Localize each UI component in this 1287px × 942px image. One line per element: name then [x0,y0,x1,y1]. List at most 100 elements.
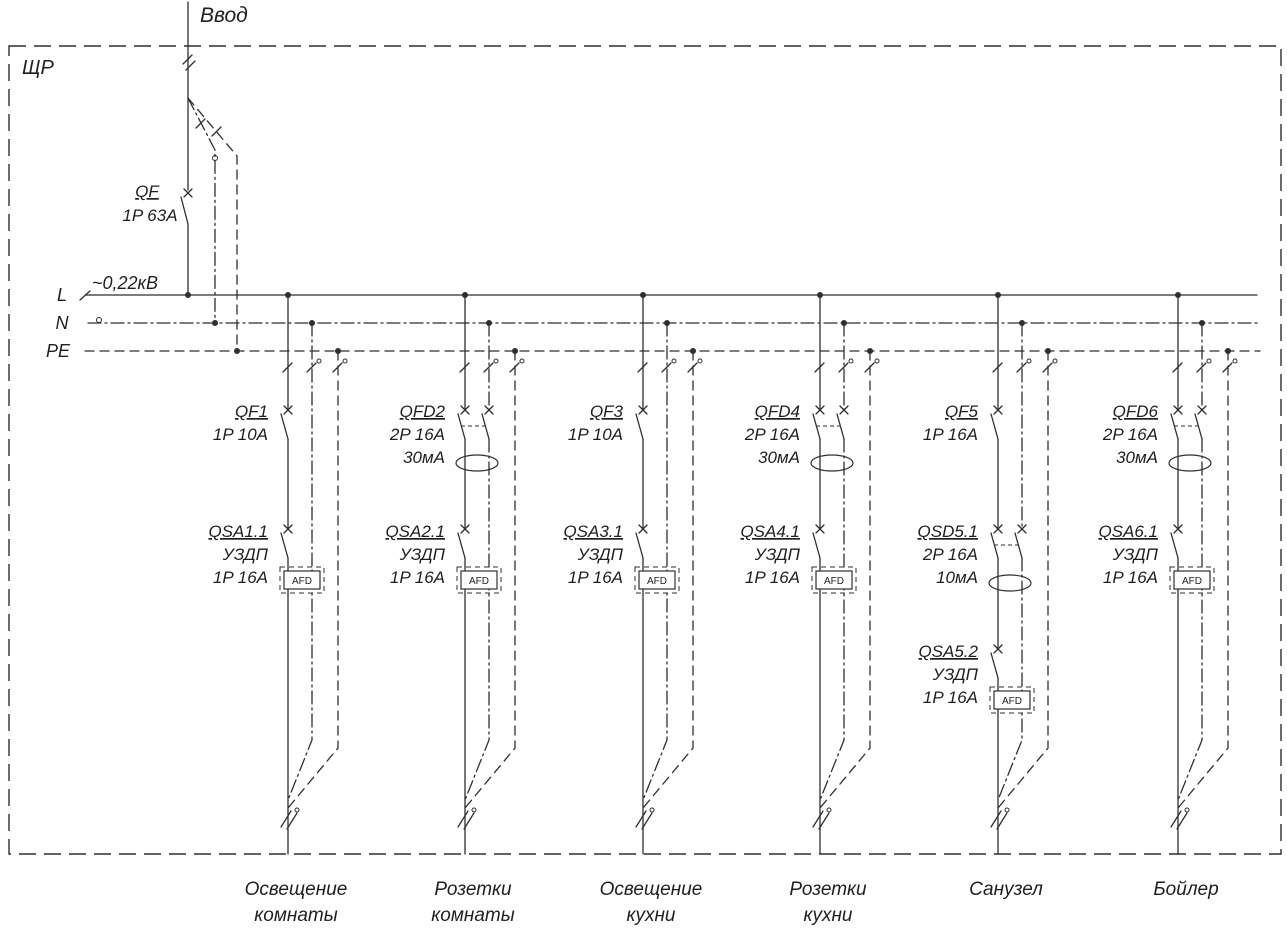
drop-slash-marks [282,362,343,373]
breaker-contact-cross-l [460,405,470,415]
afdd-dashed-frame [989,686,1035,714]
feed-slash-marks [182,54,196,71]
load-label-line2: кухни [804,905,853,926]
afdd-name: QSA4.1 [740,522,800,541]
afd-box-label: AFD [647,576,667,587]
qf-blade [180,196,189,225]
drop-slash-marks [992,362,1053,373]
afdd-rating: 1P 16A [1103,568,1158,587]
circuit-5: AFD QF5 1P 16A QSD5.1 2P 16A 10мА QSA5.2… [918,292,1058,900]
afdd-dashed-frame [811,566,857,594]
bus-label-l: L [57,285,67,305]
load-label-line1: Бойлер [1153,879,1218,900]
n-drop-lower [997,557,1023,801]
drop-slash-marks [1172,362,1233,373]
breaker-contact-cross-l [1173,405,1183,415]
branch-slash-marks [195,118,222,137]
afdd-contact-cross [1173,524,1183,534]
n-drop-lower [1177,438,1203,801]
drop-slash-marks [814,362,875,373]
afd-module-box [283,570,321,590]
pe-drop [1177,350,1229,809]
n-circle-mark [493,358,499,364]
circuit-2: AFD QFD2 2P 16A 30мА QSA2.1 УЗДП 1P 16A … [385,292,525,926]
breaker-name: QF5 [945,402,979,421]
rcd-torus [988,574,1032,592]
n-drop-lower [464,438,490,801]
breaker-name: QFD4 [755,402,800,421]
pe-circle-mark [874,358,880,364]
afd-box-label: AFD [469,576,489,587]
rcd-leakage: 10мА [936,568,978,587]
cable-circle-mark [1004,807,1010,813]
afdd-contact-cross [638,524,648,534]
afdd-name: QSA1.1 [208,522,268,541]
pe-circle-mark [1232,358,1238,364]
breaker-leakage: 30мА [758,448,800,467]
pe-circle-mark [342,358,348,364]
afdd-name: QSA3.1 [563,522,623,541]
cable-slash-marks [1170,810,1188,830]
load-label-line1: Освещение [245,879,348,900]
main-breaker-name: QF [135,182,160,201]
cable-slash-marks [812,810,830,830]
pe-drop [997,350,1049,809]
bus-label-n: N [56,313,70,333]
afdd-blade [635,532,644,559]
cable-slash-marks [457,810,475,830]
breaker-name: QF1 [235,402,268,421]
afdd-blade [812,532,821,559]
breaker-contact-cross-l [815,405,825,415]
breaker-rating: 2P 16A [1102,425,1158,444]
cable-circle-mark [649,807,655,813]
rcd-torus [810,454,854,472]
pe-circle-mark [1052,358,1058,364]
load-label-line2: комнаты [431,905,514,926]
n-circle-mark [1026,358,1032,364]
pe-drop [464,350,516,809]
afdd-type: УЗДП [577,545,624,564]
afd-module-box [460,570,498,590]
afdd-dashed-frame [279,566,325,594]
afd-module-box [993,690,1031,710]
breaker-blade-n [1194,413,1203,440]
load-label-line1: Санузел [969,879,1043,900]
main-breaker-rating: 1P 63A [122,206,177,225]
breaker-contact-cross [638,405,648,415]
feed-n-junction [212,320,218,326]
n-drop [642,322,668,801]
n-drop [287,322,313,801]
breaker-leakage: 30мА [1116,448,1158,467]
afdd-dashed-frame [1169,566,1215,594]
afdd-type: УЗДП [222,545,269,564]
breaker-rating: 2P 16A [744,425,800,444]
rcd-contact-cross-n [1017,524,1027,534]
pe-circle-mark [519,358,525,364]
afdd-rating: 1P 16A [390,568,445,587]
rcd-torus [1168,454,1212,472]
drop-slash-marks [459,362,520,373]
afdd-dashed-frame [634,566,680,594]
breaker-name: QFD2 [400,402,446,421]
drop-slash-marks [637,362,698,373]
load-label-line2: кухни [627,905,676,926]
afd-module-box [638,570,676,590]
bus-label-pe: PE [46,341,71,361]
breaker-contact-cross-n [1197,405,1207,415]
afdd-blade [1170,532,1179,559]
rcd-rating: 2P 16A [922,545,978,564]
panel-border [8,45,1282,855]
afdd-rating: 1P 16A [923,688,978,707]
load-label-line2: комнаты [254,905,337,926]
afdd-blade [280,532,289,559]
rcd-torus [455,454,499,472]
cable-circle-mark [1184,807,1190,813]
afd-box-label: AFD [824,576,844,587]
circuit-1: AFD QF1 1P 10A QSA1.1 УЗДП 1P 16A Освеще… [208,292,348,926]
load-label-line1: Освещение [600,879,703,900]
panel-label: ЩР [22,57,54,79]
breaker-blade-n [481,413,490,440]
n-circle-mark [848,358,854,364]
breaker-blade-n [836,413,845,440]
